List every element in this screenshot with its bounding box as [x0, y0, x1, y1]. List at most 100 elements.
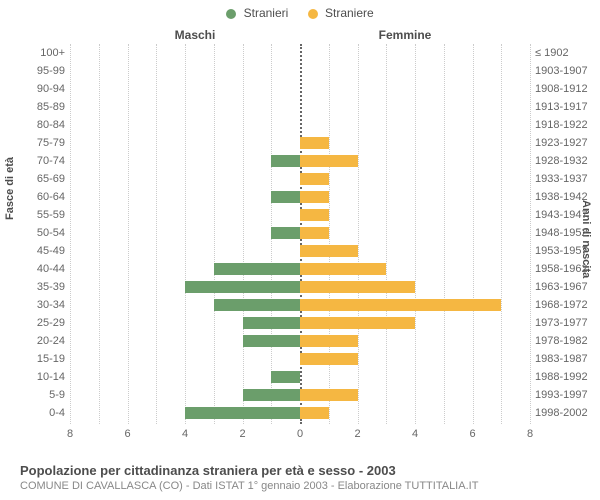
age-label: 15-19 [20, 350, 65, 368]
age-label: 25-29 [20, 314, 65, 332]
bar-female [300, 245, 358, 257]
bar-female [300, 407, 329, 419]
chart-container: Stranieri Straniere Maschi Femmine Fasce… [0, 0, 600, 500]
age-label: 70-74 [20, 152, 65, 170]
age-label: 60-64 [20, 188, 65, 206]
x-tick-label: 6 [463, 428, 483, 440]
age-row: 30-341968-1972 [70, 296, 530, 314]
birth-year-label: 1903-1907 [535, 62, 600, 80]
legend-item-female: Straniere [308, 6, 374, 20]
birth-year-label: 1938-1942 [535, 188, 600, 206]
birth-year-label: 1998-2002 [535, 404, 600, 422]
column-header-male: Maschi [95, 28, 295, 42]
plot-area: 100+≤ 190295-991903-190790-941908-191285… [70, 44, 530, 424]
age-row: 85-891913-1917 [70, 98, 530, 116]
age-label: 75-79 [20, 134, 65, 152]
age-row: 80-841918-1922 [70, 116, 530, 134]
birth-year-label: 1988-1992 [535, 368, 600, 386]
bar-male [271, 371, 300, 383]
bar-male [214, 263, 300, 275]
age-label: 30-34 [20, 296, 65, 314]
bar-male [271, 155, 300, 167]
birth-year-label: 1923-1927 [535, 134, 600, 152]
birth-year-label: 1993-1997 [535, 386, 600, 404]
age-row: 50-541948-1952 [70, 224, 530, 242]
legend-label-male: Stranieri [244, 6, 289, 20]
age-row: 45-491953-1957 [70, 242, 530, 260]
age-row: 5-91993-1997 [70, 386, 530, 404]
birth-year-label: 1918-1922 [535, 116, 600, 134]
column-header-female: Femmine [305, 28, 505, 42]
y-axis-title-left: Fasce di età [4, 157, 16, 220]
x-tick-label: 0 [290, 428, 310, 440]
birth-year-label: 1968-1972 [535, 296, 600, 314]
bar-male [214, 299, 300, 311]
chart-title: Popolazione per cittadinanza straniera p… [20, 463, 590, 478]
bar-male [185, 281, 300, 293]
age-row: 35-391963-1967 [70, 278, 530, 296]
age-label: 90-94 [20, 80, 65, 98]
bar-male [243, 317, 301, 329]
x-tick-label: 6 [118, 428, 138, 440]
age-label: 35-39 [20, 278, 65, 296]
bar-female [300, 173, 329, 185]
x-tick-label: 4 [175, 428, 195, 440]
chart-area: 100+≤ 190295-991903-190790-941908-191285… [70, 44, 530, 444]
bar-female [300, 227, 329, 239]
age-row: 100+≤ 1902 [70, 44, 530, 62]
x-tick-label: 4 [405, 428, 425, 440]
age-row: 25-291973-1977 [70, 314, 530, 332]
age-label: 55-59 [20, 206, 65, 224]
legend-swatch-female [308, 9, 318, 19]
gridline [530, 44, 531, 424]
age-label: 45-49 [20, 242, 65, 260]
age-row: 90-941908-1912 [70, 80, 530, 98]
x-tick-label: 2 [233, 428, 253, 440]
birth-year-label: 1983-1987 [535, 350, 600, 368]
bar-female [300, 389, 358, 401]
birth-year-label: 1913-1917 [535, 98, 600, 116]
age-row: 10-141988-1992 [70, 368, 530, 386]
x-axis: 864202468 [70, 424, 530, 444]
bar-female [300, 335, 358, 347]
birth-year-label: 1948-1952 [535, 224, 600, 242]
age-row: 0-41998-2002 [70, 404, 530, 422]
birth-year-label: 1933-1937 [535, 170, 600, 188]
age-label: 80-84 [20, 116, 65, 134]
bar-female [300, 209, 329, 221]
age-label: 95-99 [20, 62, 65, 80]
age-label: 40-44 [20, 260, 65, 278]
age-row: 65-691933-1937 [70, 170, 530, 188]
age-label: 50-54 [20, 224, 65, 242]
bar-male [271, 191, 300, 203]
x-tick-label: 8 [520, 428, 540, 440]
birth-year-label: 1978-1982 [535, 332, 600, 350]
legend-item-male: Stranieri [226, 6, 288, 20]
bar-female [300, 353, 358, 365]
age-row: 20-241978-1982 [70, 332, 530, 350]
legend: Stranieri Straniere [0, 6, 600, 20]
age-label: 0-4 [20, 404, 65, 422]
birth-year-label: 1958-1962 [535, 260, 600, 278]
birth-year-label: 1928-1932 [535, 152, 600, 170]
birth-year-label: 1973-1977 [535, 314, 600, 332]
bar-female [300, 263, 386, 275]
birth-year-label: 1908-1912 [535, 80, 600, 98]
bar-female [300, 155, 358, 167]
age-row: 60-641938-1942 [70, 188, 530, 206]
age-label: 100+ [20, 44, 65, 62]
x-tick-label: 8 [60, 428, 80, 440]
age-label: 10-14 [20, 368, 65, 386]
chart-subtitle: COMUNE DI CAVALLASCA (CO) - Dati ISTAT 1… [20, 480, 590, 492]
bar-male [271, 227, 300, 239]
age-label: 85-89 [20, 98, 65, 116]
birth-year-label: 1943-1947 [535, 206, 600, 224]
age-label: 65-69 [20, 170, 65, 188]
bar-female [300, 281, 415, 293]
bar-male [185, 407, 300, 419]
bar-male [243, 389, 301, 401]
birth-year-label: 1953-1957 [535, 242, 600, 260]
bar-female [300, 137, 329, 149]
chart-footer: Popolazione per cittadinanza straniera p… [20, 463, 590, 492]
age-label: 5-9 [20, 386, 65, 404]
